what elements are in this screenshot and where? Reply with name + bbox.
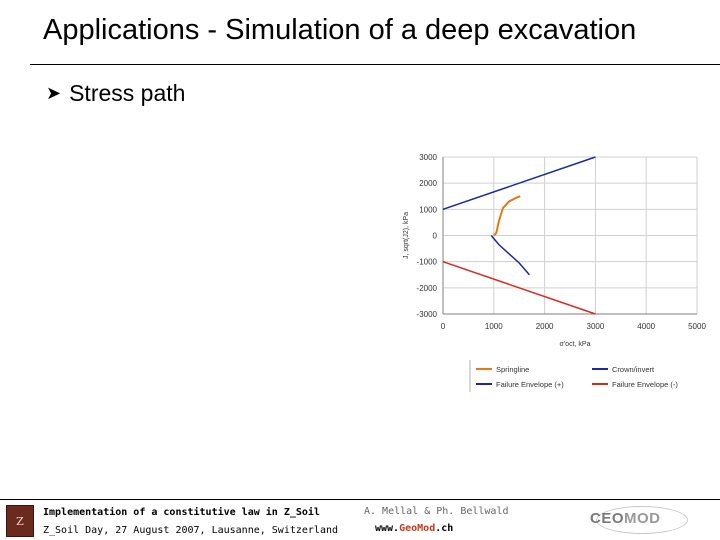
slide-title: Applications - Simulation of a deep exca…: [43, 14, 637, 46]
x-tick-label: 4000: [637, 322, 655, 331]
series-line-0: [493, 195, 521, 237]
legend-entry: Failure Envelope (-): [612, 380, 678, 389]
bullet-item: ➤ Stress path: [46, 80, 185, 107]
series-line-1: [490, 235, 530, 276]
title-divider: [30, 64, 720, 65]
y-tick-label: 0: [433, 232, 438, 241]
y-tick-label: -2000: [417, 284, 438, 293]
y-tick-label: 1000: [419, 205, 437, 214]
footer-presentation-title: Implementation of a constitutive law in …: [43, 507, 320, 518]
x-tick-label: 2000: [536, 322, 554, 331]
bullet-text: Stress path: [69, 80, 186, 106]
geomod-logo: CEOMOD: [590, 510, 661, 527]
y-axis-label: J, sqrt(J2), kPa: [403, 212, 410, 259]
footer-website[interactable]: www.GeoMod.ch: [375, 523, 454, 534]
x-tick-label: 3000: [587, 322, 605, 331]
legend-entry: Springline: [496, 365, 529, 374]
footer-divider: [0, 499, 720, 500]
x-tick-label: 1000: [485, 322, 503, 331]
legend-entry: Failure Envelope (+): [496, 380, 564, 389]
geomod-logo-swoosh: [596, 506, 688, 534]
series-line-2: [442, 156, 596, 211]
x-axis-label: σ'oct, kPa: [560, 341, 591, 348]
footer-authors: A. Mellal & Ph. Bellwald: [364, 506, 509, 517]
footer-event: Z_Soil Day, 27 August 2007, Lausanne, Sw…: [43, 525, 339, 536]
x-tick-label: 5000: [688, 322, 706, 331]
x-tick-label: 0: [441, 322, 446, 331]
arrow-bullet-icon: ➤: [46, 83, 62, 103]
y-tick-label: -3000: [417, 310, 438, 319]
y-tick-label: 2000: [419, 179, 437, 188]
series-line-3: [442, 260, 596, 315]
y-tick-label: 3000: [419, 153, 437, 162]
legend-entry: Crown/invert: [612, 365, 655, 374]
y-tick-label: -1000: [417, 258, 438, 267]
zsoil-logo: Z: [6, 505, 34, 537]
